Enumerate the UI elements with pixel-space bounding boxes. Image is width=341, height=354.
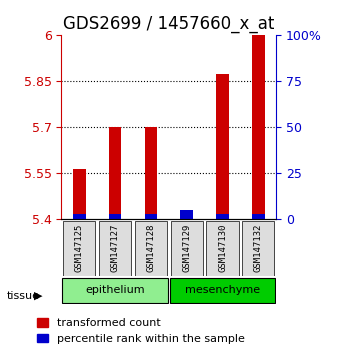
Text: GSM147130: GSM147130	[218, 224, 227, 272]
Bar	[145, 214, 157, 219]
Text: epithelium: epithelium	[85, 285, 145, 295]
FancyBboxPatch shape	[63, 221, 95, 276]
Text: GSM147127: GSM147127	[110, 224, 120, 272]
Text: tissue: tissue	[7, 291, 40, 301]
Text: GSM147132: GSM147132	[254, 224, 263, 272]
Bar	[216, 74, 229, 219]
Bar	[73, 169, 86, 219]
Text: ▶: ▶	[34, 291, 43, 301]
Text: GSM147125: GSM147125	[75, 224, 84, 272]
Bar	[216, 214, 229, 219]
Title: GDS2699 / 1457660_x_at: GDS2699 / 1457660_x_at	[63, 15, 275, 33]
FancyBboxPatch shape	[242, 221, 275, 276]
Bar	[109, 127, 121, 219]
Bar	[180, 210, 193, 219]
FancyBboxPatch shape	[170, 221, 203, 276]
Bar	[252, 35, 265, 219]
Bar	[252, 214, 265, 219]
Legend: transformed count, percentile rank within the sample: transformed count, percentile rank withi…	[33, 314, 250, 348]
FancyBboxPatch shape	[206, 221, 239, 276]
Bar	[73, 214, 86, 219]
FancyBboxPatch shape	[169, 278, 276, 303]
FancyBboxPatch shape	[62, 278, 168, 303]
Text: GSM147129: GSM147129	[182, 224, 191, 272]
Bar	[109, 214, 121, 219]
FancyBboxPatch shape	[135, 221, 167, 276]
FancyBboxPatch shape	[99, 221, 131, 276]
Bar	[145, 127, 157, 219]
Text: mesenchyme: mesenchyme	[185, 285, 260, 295]
Text: GSM147128: GSM147128	[146, 224, 155, 272]
